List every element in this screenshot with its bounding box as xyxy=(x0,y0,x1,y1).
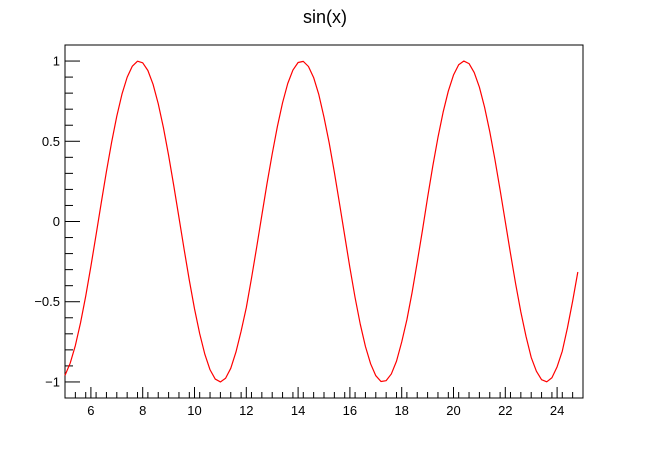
series-line xyxy=(64,60,579,383)
x-tick-label: 6 xyxy=(87,403,94,418)
chart-title: sin(x) xyxy=(303,7,347,27)
series-layer xyxy=(64,60,579,383)
x-tick-label: 10 xyxy=(187,403,201,418)
y-tick-label: −0.5 xyxy=(34,294,60,309)
x-axis: 6 8 10 12 14 16 18 20 22 24 xyxy=(64,387,584,418)
y-tick-label: 0.5 xyxy=(42,134,60,149)
y-tick-label: 1 xyxy=(53,54,60,69)
x-tick-label: 8 xyxy=(139,403,146,418)
x-tick-label: 16 xyxy=(343,403,357,418)
y-tick-label: 0 xyxy=(53,214,60,229)
x-tick-label: 12 xyxy=(239,403,253,418)
x-tick-label: 14 xyxy=(291,403,305,418)
x-tick-label: 20 xyxy=(446,403,460,418)
x-tick-label: 18 xyxy=(394,403,408,418)
y-tick-label: −1 xyxy=(45,374,60,389)
y-axis: −1 −0.5 0 0.5 1 xyxy=(34,44,80,399)
x-tick-label: 24 xyxy=(550,403,564,418)
x-tick-label: 22 xyxy=(498,403,512,418)
